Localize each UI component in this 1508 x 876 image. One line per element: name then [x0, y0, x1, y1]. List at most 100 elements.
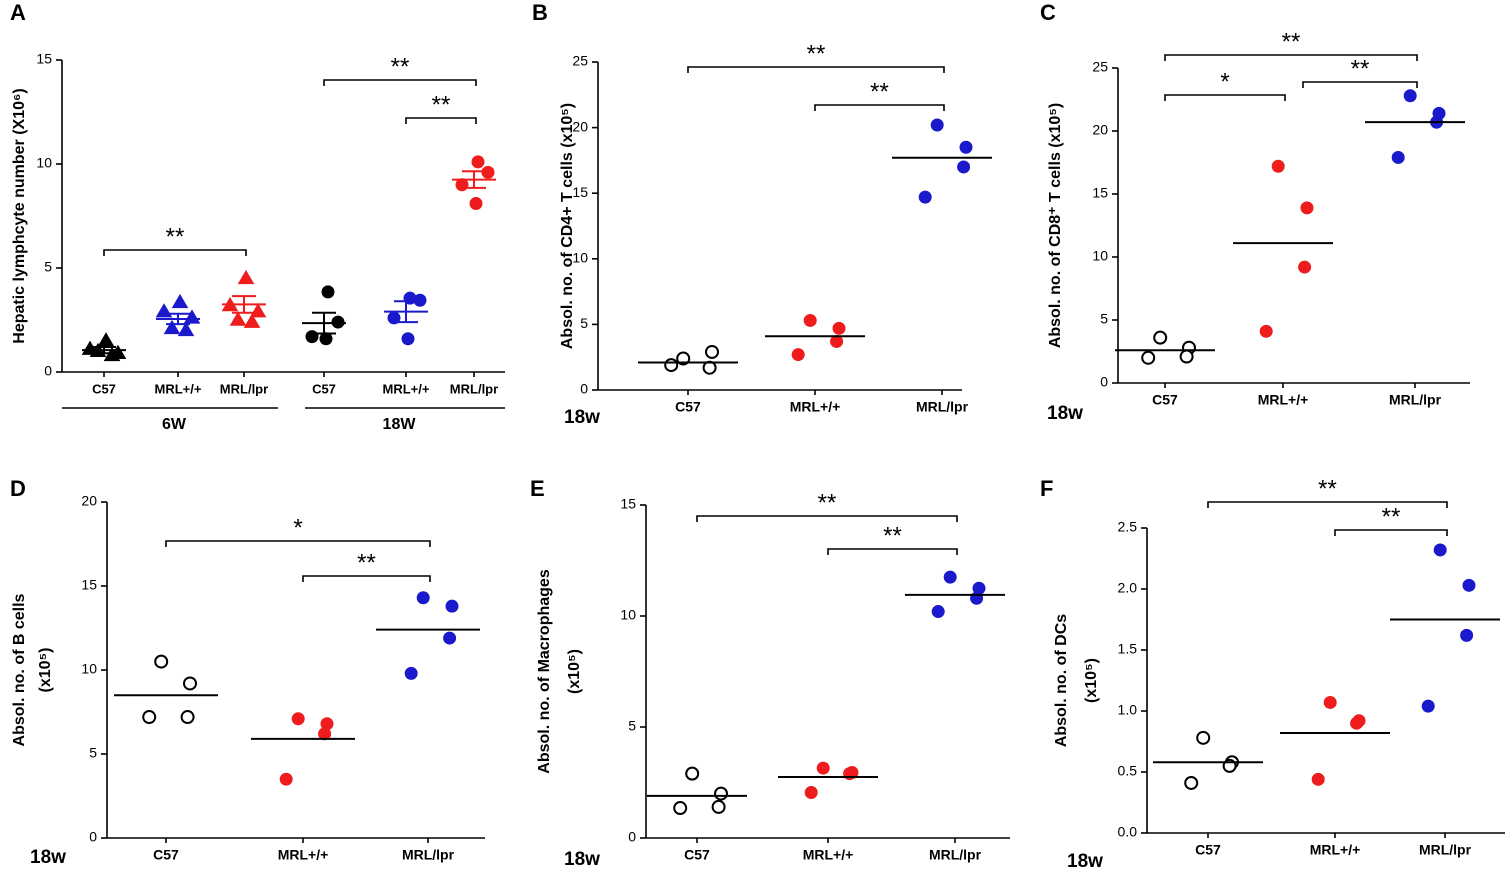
significance-label: ** — [1382, 503, 1401, 530]
significance-bracket — [827, 548, 958, 555]
x-tick-label: MRL+/+ — [1258, 392, 1309, 408]
data-point — [249, 303, 267, 318]
x-tick-label: C57 — [684, 847, 710, 863]
panel-letter: E — [530, 476, 545, 501]
data-point — [416, 591, 430, 605]
data-point — [1184, 775, 1199, 790]
significance-bracket — [165, 540, 431, 547]
data-point — [1300, 201, 1314, 215]
significance-label: ** — [1282, 28, 1301, 55]
data-point — [321, 285, 335, 299]
y-tick-label: 15 — [36, 51, 52, 67]
data-point — [1421, 699, 1435, 713]
significance-label: ** — [883, 522, 902, 549]
data-point — [183, 676, 197, 691]
y-tick-label: 10 — [1092, 248, 1108, 264]
error-bar — [166, 312, 190, 326]
data-point — [1153, 330, 1168, 345]
data-point — [413, 293, 427, 307]
y-axis-label: Absol. no. of Macrophages — [536, 569, 553, 774]
data-point — [959, 140, 973, 154]
y-tick-label: 10 — [572, 250, 588, 266]
significance-bracket — [1334, 529, 1448, 536]
significance-bracket — [103, 249, 247, 256]
significance-bracket — [1302, 81, 1418, 88]
error-bar — [394, 300, 418, 324]
y-axis-label: (x10⁵) — [37, 648, 54, 693]
x-tick-label: MRL+/+ — [155, 381, 202, 396]
y-tick-label: 0.5 — [1118, 763, 1138, 779]
x-tick-label: MRL/lpr — [929, 847, 982, 863]
y-tick-label: 20 — [81, 493, 97, 509]
significance-label: * — [1220, 68, 1229, 95]
data-point — [155, 303, 173, 318]
y-tick-label: 0 — [580, 381, 588, 397]
data-point — [705, 344, 719, 359]
data-point — [1403, 89, 1417, 103]
y-tick-label: 15 — [1092, 185, 1108, 201]
data-point — [1298, 260, 1312, 274]
data-point — [443, 631, 457, 645]
data-point — [243, 313, 261, 328]
y-tick-label: 10 — [81, 661, 97, 677]
data-point — [404, 666, 418, 680]
y-tick-label: 15 — [572, 184, 588, 200]
data-point — [830, 334, 844, 348]
data-point — [664, 358, 679, 373]
y-tick-label: 10 — [36, 155, 52, 171]
x-tick-label: MRL/lpr — [450, 381, 498, 396]
significance-bracket — [405, 117, 477, 124]
x-tick-label: MRL/lpr — [402, 847, 455, 863]
data-point — [1271, 159, 1285, 173]
x-tick-label: MRL/lpr — [1419, 842, 1472, 858]
panel-letter: B — [532, 0, 548, 25]
data-point — [1179, 349, 1194, 364]
data-point — [832, 321, 846, 335]
data-point — [1259, 324, 1273, 338]
significance-label: ** — [870, 78, 889, 105]
y-axis-label: Absol. no. of DCs — [1053, 614, 1070, 747]
y-axis-label: Absol. no. of CD8⁺ T cells (x10⁵) — [1047, 103, 1064, 348]
data-point — [1323, 695, 1337, 709]
significance-label: ** — [1351, 55, 1370, 82]
data-point — [97, 332, 115, 347]
data-point — [804, 785, 818, 799]
data-point — [930, 118, 944, 132]
y-tick-label: 5 — [1100, 311, 1108, 327]
data-point — [1391, 150, 1405, 164]
x-tick-label: MRL+/+ — [1310, 842, 1361, 858]
data-point — [469, 197, 483, 211]
group-label: 6W — [162, 416, 187, 433]
timepoint-label: 18w — [30, 847, 66, 868]
data-point — [918, 190, 932, 204]
significance-label: ** — [391, 53, 410, 80]
x-tick-label: MRL/lpr — [220, 381, 268, 396]
significance-label: * — [293, 514, 302, 541]
y-tick-label: 10 — [620, 607, 636, 623]
data-point — [103, 346, 121, 362]
timepoint-label: 18w — [1067, 851, 1103, 871]
y-tick-label: 1.5 — [1118, 641, 1138, 657]
panel-letter: D — [10, 476, 26, 501]
data-point — [183, 309, 201, 324]
x-tick-label: MRL+/+ — [803, 847, 854, 863]
data-point — [931, 605, 945, 619]
y-tick-label: 5 — [89, 745, 97, 761]
significance-bracket — [814, 104, 945, 111]
data-point — [177, 321, 195, 337]
y-tick-label: 5 — [580, 315, 588, 331]
data-point — [1462, 578, 1476, 592]
y-tick-label: 15 — [620, 496, 636, 512]
x-tick-label: C57 — [312, 381, 336, 396]
y-tick-label: 25 — [1092, 59, 1108, 75]
data-point — [791, 348, 805, 362]
error-bar — [312, 311, 336, 335]
significance-bracket — [323, 79, 477, 86]
data-point — [711, 799, 726, 814]
error-bar — [92, 346, 116, 355]
x-tick-label: MRL/lpr — [1389, 392, 1442, 408]
timepoint-label: 18w — [564, 407, 600, 428]
y-axis-label: Absol. no. of B cells — [11, 593, 28, 746]
x-tick-label: C57 — [1195, 842, 1221, 858]
significance-bracket — [1164, 54, 1418, 61]
